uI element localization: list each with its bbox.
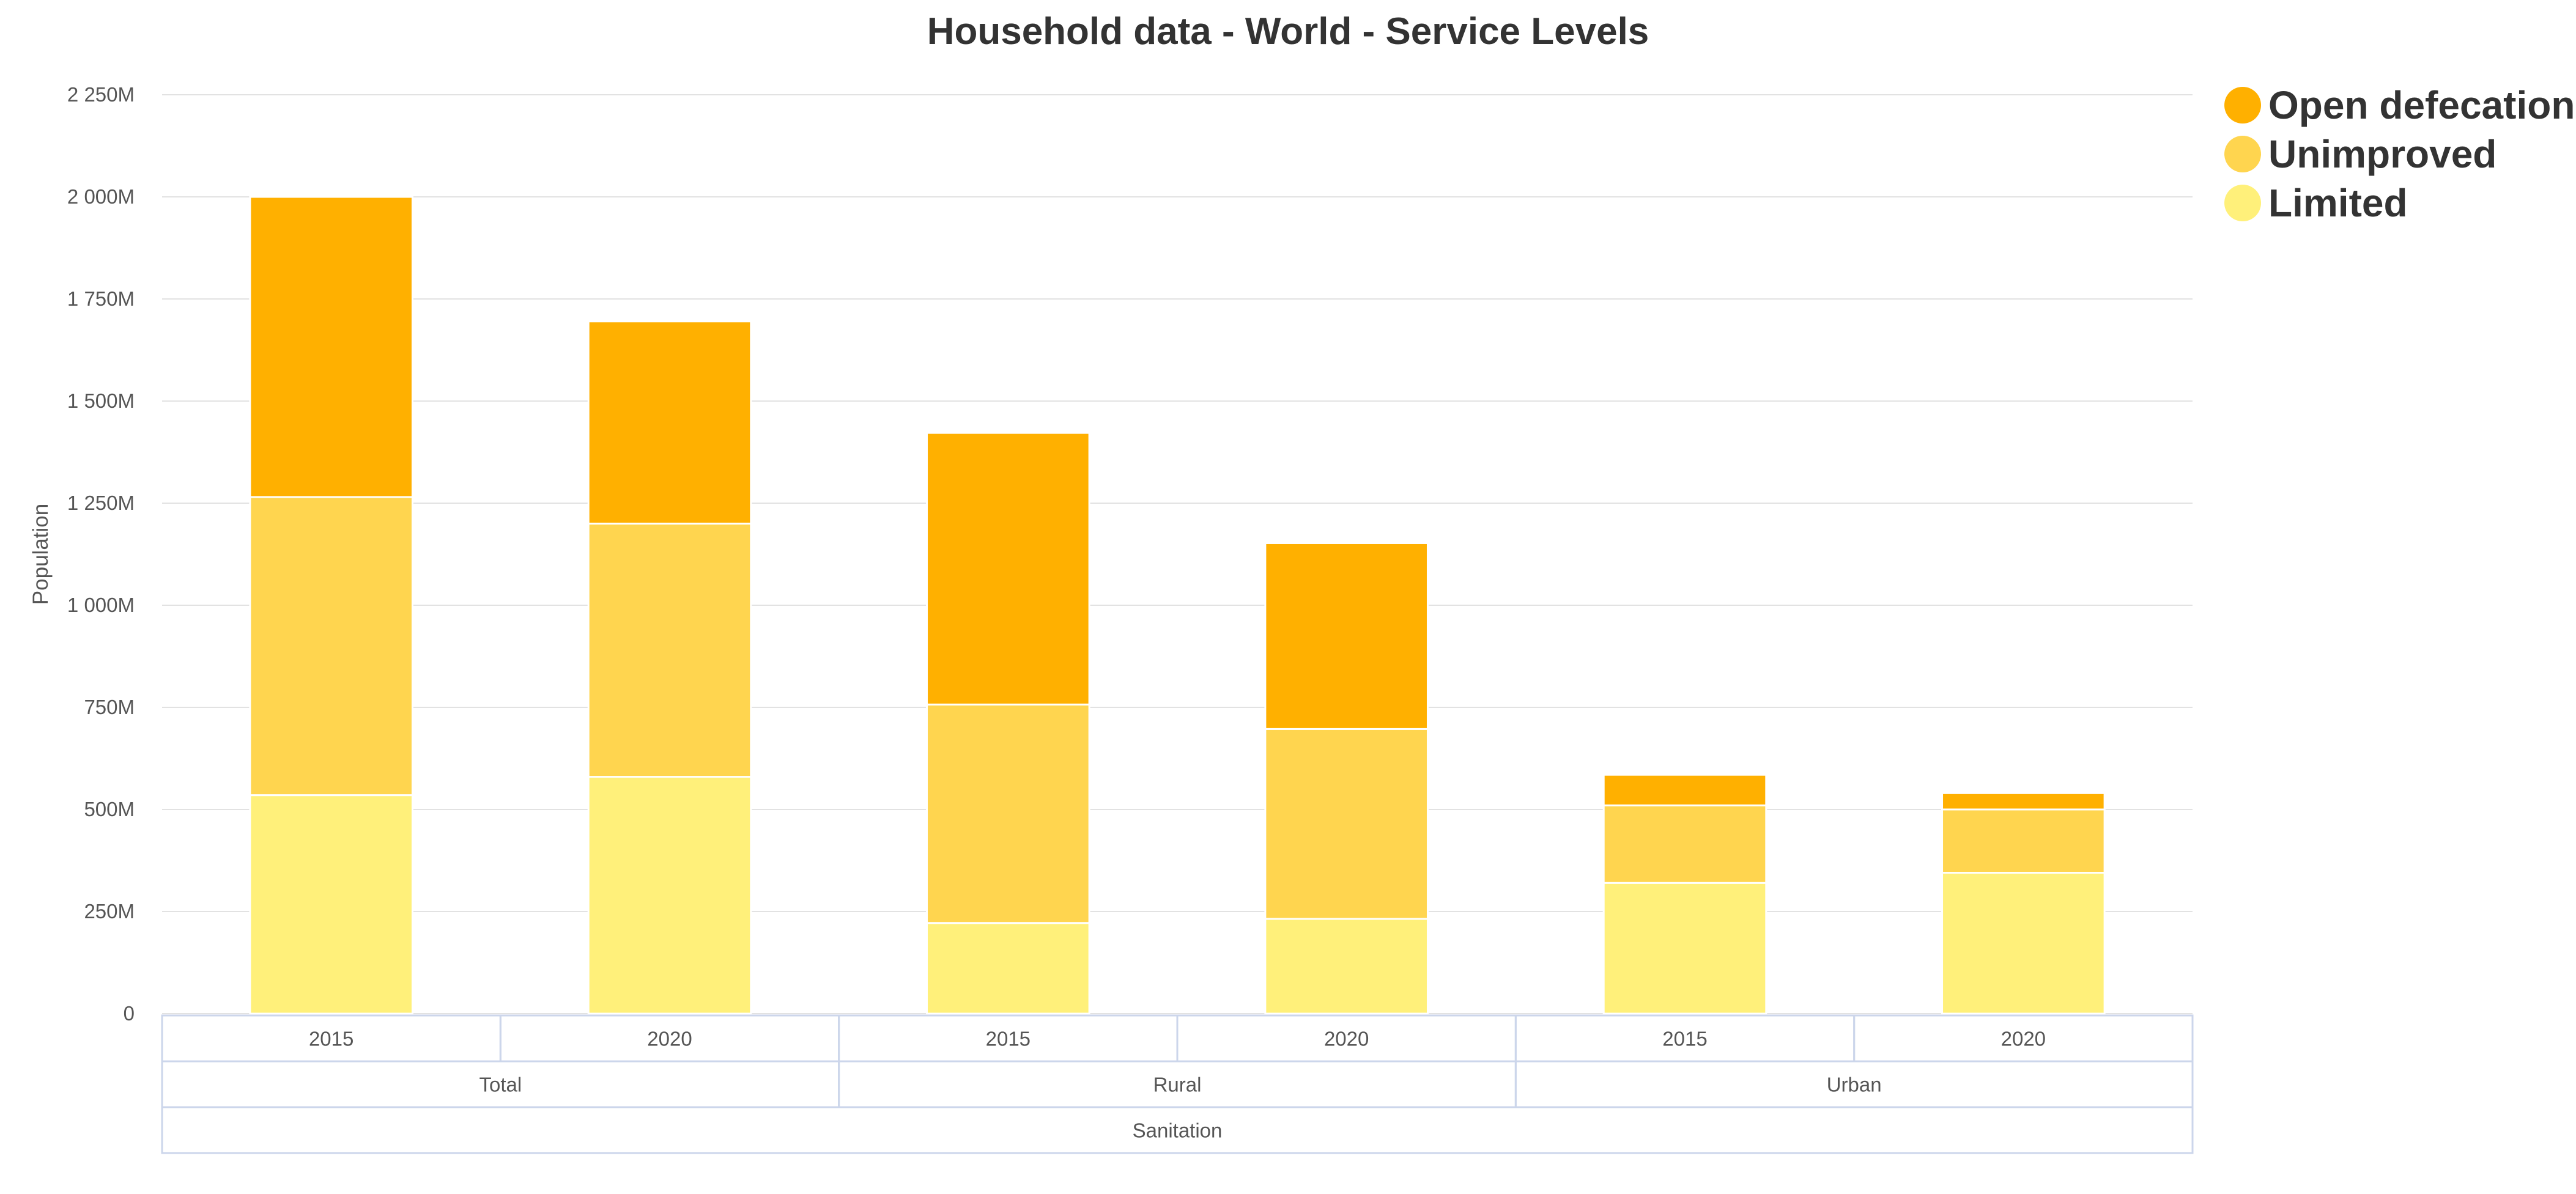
bar-segment-open-defecation[interactable] bbox=[249, 196, 413, 498]
bar-segment-limited[interactable] bbox=[249, 794, 413, 1015]
bar-segment-open-defecation[interactable] bbox=[1264, 542, 1429, 730]
legend-label: Limited bbox=[2268, 181, 2408, 225]
bar-segment-limited[interactable] bbox=[1264, 918, 1429, 1015]
bar-segment-unimproved[interactable] bbox=[249, 496, 413, 797]
chart-title: Household data - World - Service Levels bbox=[927, 10, 1649, 53]
gridlines bbox=[162, 94, 2193, 1014]
y-tick-label: 0 bbox=[124, 1002, 135, 1025]
category-group-label: Rural bbox=[1153, 1074, 1202, 1096]
legend: Open defecation Unimproved Limited bbox=[2224, 83, 2575, 225]
category-label: 2015 bbox=[1662, 1028, 1707, 1050]
bar-segment-limited[interactable] bbox=[1602, 882, 1767, 1015]
legend-item-open-defecation[interactable]: Open defecation bbox=[2224, 83, 2575, 127]
bar-segment-unimproved[interactable] bbox=[1264, 728, 1429, 920]
category-label: 2020 bbox=[2001, 1028, 2046, 1050]
y-axis-title: Population bbox=[29, 504, 53, 605]
legend-marker bbox=[2224, 185, 2261, 221]
y-tick-label: 1 500M bbox=[67, 389, 135, 412]
bar-segment-unimproved[interactable] bbox=[1602, 804, 1767, 884]
category-group-label: Total bbox=[479, 1074, 522, 1096]
y-axis-ticks: 0 250M 500M 750M 1 000M 1 250M 1 500M 1 750M 2 0… bbox=[67, 83, 135, 1025]
y-tick-label: 1 750M bbox=[67, 287, 135, 310]
bar-segment-open-defecation[interactable] bbox=[1941, 792, 2106, 811]
category-label: 2020 bbox=[647, 1028, 692, 1050]
y-tick-label: 750M bbox=[84, 696, 135, 718]
y-tick-label: 2 000M bbox=[67, 185, 135, 208]
legend-label: Unimproved bbox=[2268, 132, 2496, 176]
bar-segment-unimproved[interactable] bbox=[1941, 808, 2106, 874]
bars bbox=[249, 196, 2106, 1015]
bar-segment-unimproved[interactable] bbox=[587, 522, 752, 778]
bar-segment-limited[interactable] bbox=[1941, 872, 2106, 1015]
bar-segment-unimproved[interactable] bbox=[926, 703, 1090, 924]
legend-item-limited[interactable]: Limited bbox=[2224, 181, 2408, 225]
legend-marker bbox=[2224, 136, 2261, 172]
category-label: 2020 bbox=[1324, 1028, 1369, 1050]
bar-segment-open-defecation[interactable] bbox=[926, 432, 1090, 706]
y-tick-label: 500M bbox=[84, 798, 135, 820]
legend-item-unimproved[interactable]: Unimproved bbox=[2224, 132, 2496, 176]
legend-marker bbox=[2224, 87, 2261, 123]
category-group-label: Urban bbox=[1827, 1074, 1882, 1096]
bar-segment-limited[interactable] bbox=[926, 922, 1090, 1015]
bar-segment-limited[interactable] bbox=[587, 776, 752, 1015]
legend-label: Open defecation bbox=[2268, 83, 2575, 127]
y-tick-label: 2 250M bbox=[67, 83, 135, 106]
category-supergroup-label: Sanitation bbox=[1133, 1119, 1223, 1142]
bar-segment-open-defecation[interactable] bbox=[1602, 773, 1767, 806]
y-tick-label: 1 000M bbox=[67, 594, 135, 616]
category-label: 2015 bbox=[986, 1028, 1031, 1050]
category-supergroup-cell bbox=[161, 1106, 2194, 1154]
y-tick-label: 250M bbox=[84, 900, 135, 923]
y-tick-label: 1 250M bbox=[67, 492, 135, 514]
x-axis-grouped-categories: 2015 2020 2015 2020 2015 2020 Total Rural Urban S… bbox=[161, 1014, 2194, 1154]
bar-segment-open-defecation[interactable] bbox=[587, 320, 752, 525]
category-label: 2015 bbox=[309, 1028, 353, 1050]
